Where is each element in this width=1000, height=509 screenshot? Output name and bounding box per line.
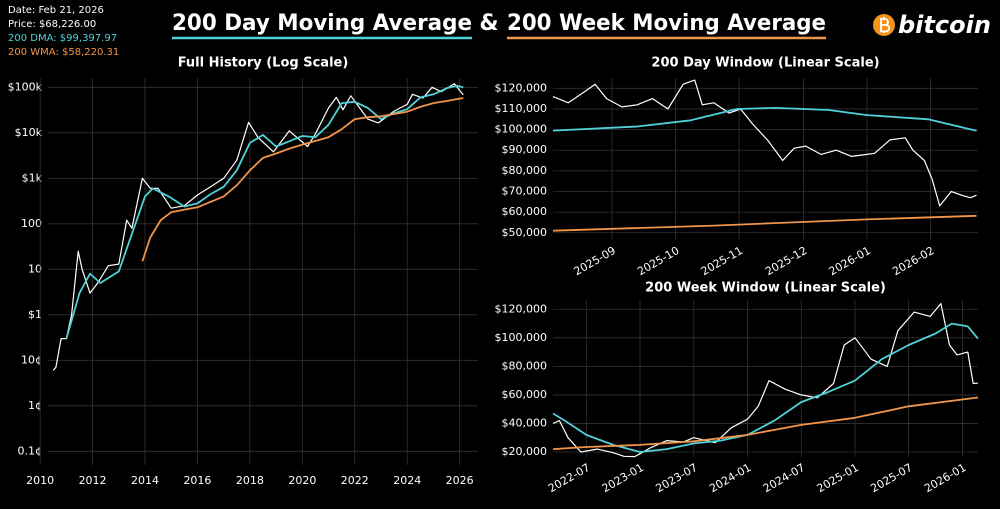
y-tick-label: $50,000 bbox=[502, 226, 548, 239]
y-tick-label: $100,000 bbox=[495, 331, 548, 344]
chart-title: 200 Day Window (Linear Scale) bbox=[651, 56, 879, 71]
y-tick-label: $120,000 bbox=[495, 81, 548, 94]
y-tick-label: 100 bbox=[21, 217, 42, 230]
x-tick-label: 2014 bbox=[131, 474, 159, 487]
y-tick-label: 1¢ bbox=[28, 399, 42, 412]
y-tick-label: $110,000 bbox=[495, 102, 548, 115]
chart-title: 200 Week Window (Linear Scale) bbox=[645, 281, 886, 296]
y-tick-label: $40,000 bbox=[502, 416, 548, 429]
x-tick-label: 2026 bbox=[446, 474, 474, 487]
y-tick-label: $20,000 bbox=[502, 445, 548, 458]
series-line bbox=[552, 214, 977, 232]
y-tick-label: $80,000 bbox=[502, 359, 548, 372]
series-line bbox=[552, 396, 979, 450]
x-tick-label: 2024 bbox=[393, 474, 421, 487]
x-tick-label: 2016 bbox=[183, 474, 211, 487]
y-tick-label: 0.1¢ bbox=[18, 444, 43, 457]
chart-title: Full History (Log Scale) bbox=[178, 56, 349, 71]
series-line bbox=[552, 107, 977, 132]
y-tick-label: $10k bbox=[15, 126, 43, 139]
x-tick-label: 2018 bbox=[236, 474, 264, 487]
series-line bbox=[65, 84, 464, 339]
info-price: Price: $68,226.00 bbox=[8, 19, 96, 30]
y-tick-label: $100,000 bbox=[495, 123, 548, 136]
info-date: Date: Feb 21, 2026 bbox=[8, 5, 104, 16]
x-tick-label: 2020 bbox=[288, 474, 316, 487]
y-tick-label: $80,000 bbox=[502, 164, 548, 177]
x-tick-label: 2022 bbox=[341, 474, 369, 487]
y-tick-label: $1 bbox=[28, 308, 42, 321]
info-dma: 200 DMA: $99,397.97 bbox=[8, 33, 117, 44]
y-tick-label: $60,000 bbox=[502, 205, 548, 218]
logo-symbol bbox=[880, 17, 891, 33]
y-tick-label: 10 bbox=[28, 262, 42, 275]
y-tick-label: $90,000 bbox=[502, 143, 548, 156]
series-line bbox=[552, 303, 979, 458]
info-wma: 200 WMA: $58,220.31 bbox=[8, 47, 119, 58]
y-tick-label: $120,000 bbox=[495, 302, 548, 315]
title-right: 200 Week Moving Average bbox=[507, 11, 826, 36]
series-line bbox=[552, 79, 977, 207]
title-amp: & bbox=[479, 11, 498, 36]
series-line bbox=[141, 97, 464, 262]
y-tick-label: $60,000 bbox=[502, 388, 548, 401]
x-tick-label: 2012 bbox=[79, 474, 107, 487]
y-tick-label: 10¢ bbox=[21, 353, 42, 366]
y-tick-label: $70,000 bbox=[502, 185, 548, 198]
series-line bbox=[52, 83, 464, 371]
logo-text: bitcoin bbox=[898, 11, 991, 39]
series-line bbox=[552, 322, 979, 453]
x-tick-label: 2010 bbox=[26, 474, 54, 487]
y-tick-label: $100k bbox=[8, 80, 43, 93]
title-left: 200 Day Moving Average bbox=[172, 11, 472, 36]
y-tick-label: $1k bbox=[22, 171, 43, 184]
